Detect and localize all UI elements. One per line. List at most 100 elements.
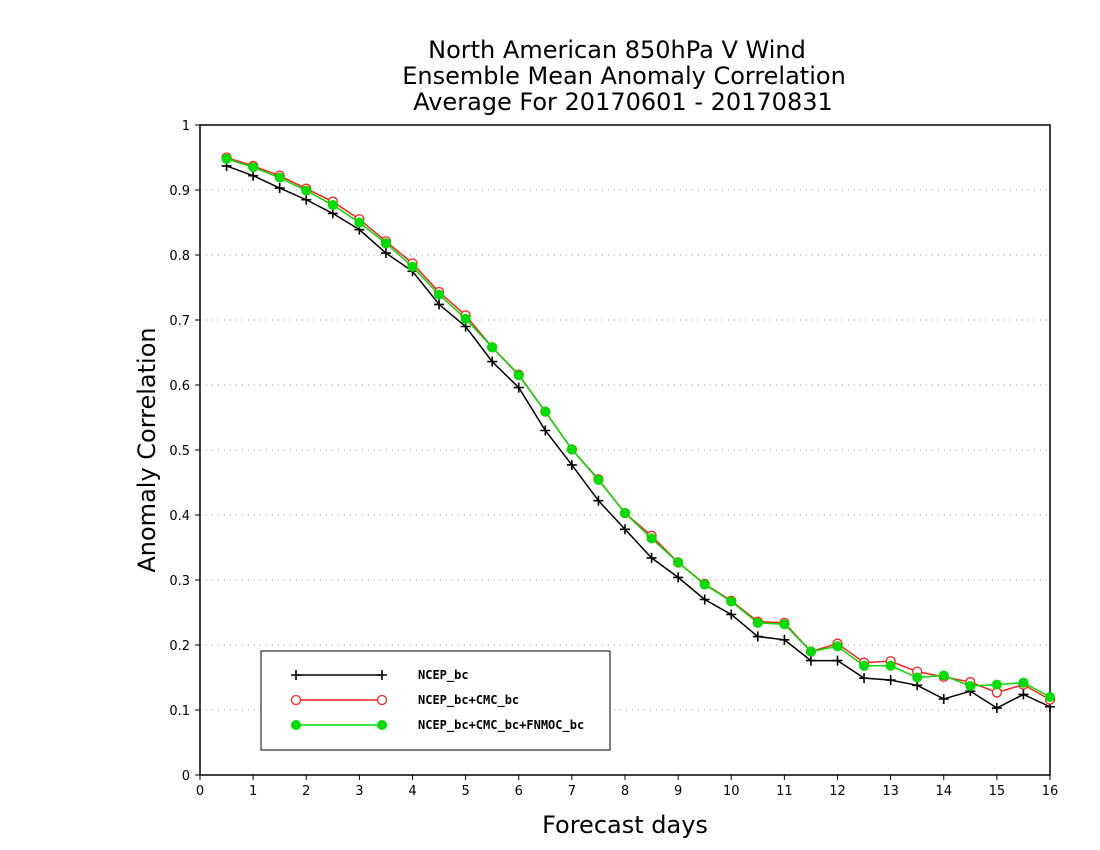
data-point <box>487 356 498 367</box>
data-point <box>673 572 684 583</box>
y-tick-label: 1 <box>182 119 190 134</box>
x-tick-label: 1 <box>249 784 257 799</box>
data-point <box>407 261 418 272</box>
legend: NCEP_bc NCEP_bc+CMC_bc NCEP_bc+CMC_bc+FNMO… <box>260 650 611 751</box>
data-point <box>513 382 524 393</box>
x-tick-label: 16 <box>1042 784 1059 799</box>
data-point <box>540 425 551 436</box>
data-point <box>290 694 302 706</box>
data-point <box>593 474 604 485</box>
data-point <box>513 370 524 381</box>
data-point <box>380 238 391 249</box>
series-NCEP_bc+CMC_bc <box>221 152 1056 705</box>
data-point <box>434 299 445 310</box>
x-tick-label: 2 <box>302 784 310 799</box>
data-point <box>434 289 445 300</box>
data-point <box>566 444 577 455</box>
x-tick-label: 14 <box>935 784 952 799</box>
y-tick-label: 0.1 <box>169 704 190 719</box>
chart-title: North American 850hPa V Wind Ensemble Me… <box>402 36 846 116</box>
data-point <box>938 693 949 704</box>
chart-title-line-2: Ensemble Mean Anomaly Correlation <box>402 62 846 90</box>
series-layer <box>221 152 1056 714</box>
x-tick-label: 0 <box>196 784 204 799</box>
data-point <box>620 524 630 535</box>
y-tick-label: 0.9 <box>169 184 190 199</box>
data-point <box>726 596 737 607</box>
x-tick-label: 3 <box>355 784 363 799</box>
data-point <box>699 579 710 590</box>
x-tick-label: 4 <box>408 784 416 799</box>
data-point <box>832 655 843 666</box>
y-axis-label: Anomaly Correlation <box>133 327 161 572</box>
data-point <box>380 248 391 259</box>
data-point <box>991 703 1002 714</box>
data-point <box>805 646 816 657</box>
y-tick-label: 0.7 <box>169 314 190 329</box>
data-point <box>646 552 657 563</box>
data-point <box>752 617 763 628</box>
x-tick-label: 8 <box>621 784 629 799</box>
x-axis: 0 1 2 3 4 5 6 7 8 9 10 11 12 13 14 15 16 <box>196 775 1058 799</box>
data-point <box>832 641 843 652</box>
x-axis-label: Forecast days <box>542 811 708 839</box>
data-point <box>301 194 312 205</box>
series-line <box>226 165 1051 709</box>
data-point <box>301 185 312 196</box>
data-point <box>377 670 387 680</box>
gridlines <box>200 189 1050 711</box>
x-tick-label: 11 <box>776 784 793 799</box>
data-point <box>805 655 816 666</box>
data-point <box>248 162 259 173</box>
series-NCEP_bc+CMC_bc+FNMOC_bc <box>221 153 1055 702</box>
legend-label: NCEP_bc+CMC_bc+FNMOC_bc <box>418 718 584 733</box>
x-tick-label: 10 <box>723 784 740 799</box>
y-tick-label: 0 <box>182 769 190 784</box>
series-line <box>226 156 1051 701</box>
data-point <box>938 670 949 681</box>
x-tick-label: 9 <box>674 784 682 799</box>
data-point <box>885 660 896 671</box>
y-tick-label: 0.5 <box>169 444 190 459</box>
data-point <box>376 694 388 706</box>
data-point <box>699 594 710 605</box>
data-point <box>221 153 232 164</box>
y-tick-label: 0.4 <box>169 509 190 524</box>
data-point <box>291 670 301 680</box>
legend-item: NCEP_bc <box>291 668 469 683</box>
legend-label: NCEP_bc+CMC_bc <box>418 693 519 708</box>
data-point <box>274 172 285 183</box>
data-point <box>991 679 1002 690</box>
data-point <box>1018 689 1029 700</box>
x-tick-label: 13 <box>882 784 899 799</box>
x-tick-label: 12 <box>829 784 846 799</box>
data-point <box>673 557 684 568</box>
data-point <box>291 720 301 730</box>
y-tick-label: 0.6 <box>169 379 190 394</box>
data-point <box>779 619 790 630</box>
data-point <box>726 609 737 620</box>
data-point <box>566 459 577 470</box>
data-point <box>965 680 976 691</box>
data-point <box>912 672 923 683</box>
data-point <box>620 508 630 519</box>
data-point <box>354 217 365 228</box>
y-tick-label: 0.3 <box>169 574 190 589</box>
data-point <box>248 170 259 181</box>
series-NCEP_bc <box>221 160 1055 714</box>
data-point <box>487 342 498 353</box>
data-point <box>1018 677 1029 688</box>
legend-item: NCEP_bc+CMC_bc+FNMOC_bc <box>291 718 584 733</box>
data-point <box>859 673 870 684</box>
chart-title-line-1: North American 850hPa V Wind <box>428 36 806 64</box>
data-point <box>885 675 896 686</box>
data-point <box>460 313 471 324</box>
x-tick-label: 7 <box>568 784 576 799</box>
data-point <box>593 495 604 506</box>
data-point <box>646 533 657 544</box>
series-line <box>226 158 1051 698</box>
data-point <box>779 634 790 645</box>
data-point <box>377 720 387 730</box>
y-tick-label: 0.8 <box>169 249 190 264</box>
